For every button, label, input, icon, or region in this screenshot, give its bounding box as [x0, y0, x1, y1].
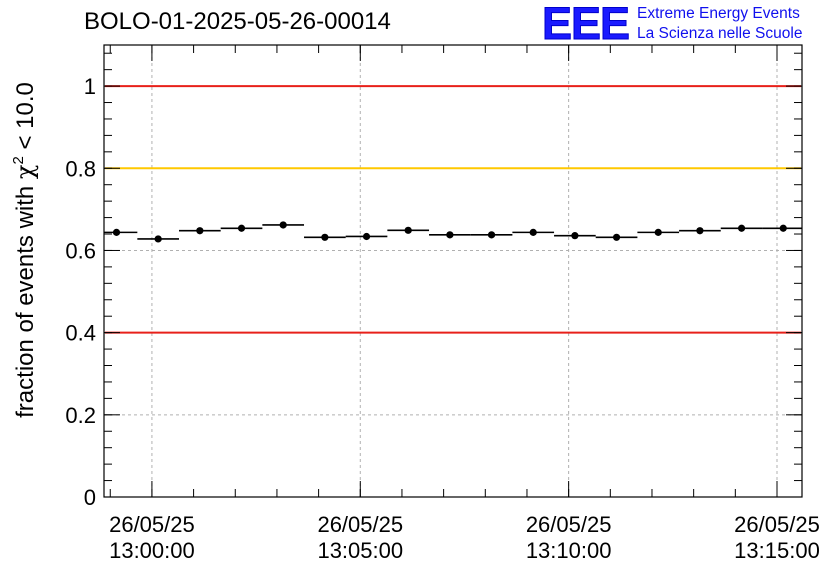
data-point — [737, 224, 746, 232]
eee-logo-mark: EEE — [541, 0, 630, 49]
grid-lines — [104, 45, 802, 497]
y-tick-label: 0.6 — [65, 238, 96, 263]
data-point — [654, 228, 662, 236]
y-axis-label-exponent: 2 — [10, 156, 27, 164]
data-point — [779, 224, 787, 232]
y-tick-label: 0.4 — [65, 321, 96, 346]
data-point — [696, 227, 704, 235]
logo-text-line1: Extreme Energy Events — [637, 5, 800, 22]
x-tick-label-date: 26/05/25 — [317, 512, 403, 537]
y-axis-label: fraction of events with χ2 < 10.0 — [10, 82, 39, 418]
y-axis-label-suffix: < 10.0 — [12, 82, 39, 156]
plot-frame — [103, 44, 803, 498]
y-tick-label: 0 — [84, 485, 96, 510]
data-point — [404, 226, 412, 234]
data-point — [571, 232, 579, 240]
data-point — [154, 235, 162, 243]
y-tick-label: 1 — [84, 74, 96, 99]
x-tick-label-time: 13:00:00 — [109, 538, 195, 563]
x-tick-label-date: 26/05/25 — [109, 512, 195, 537]
data-point — [196, 227, 204, 235]
axis-labels: 00.20.40.60.8126/05/2513:00:0026/05/2513… — [65, 74, 819, 563]
chart-title: BOLO-01-2025-05-26-00014 — [84, 8, 391, 35]
x-tick-label-date: 26/05/25 — [526, 512, 612, 537]
data-point — [612, 233, 621, 241]
y-tick-label: 0.2 — [65, 403, 96, 428]
y-axis-label-chi: χ — [11, 164, 39, 179]
y-axis-label-prefix: fraction of events with — [12, 179, 39, 418]
logo-text-line2: La Scienza nelle Scuole — [637, 25, 803, 42]
data-point — [529, 228, 537, 236]
y-tick-label: 0.8 — [65, 156, 96, 181]
reference-lines — [105, 85, 801, 334]
data-point — [446, 231, 454, 239]
x-tick-label-time: 13:10:00 — [526, 538, 612, 563]
eee-logo: EEE Extreme Energy Events La Scienza nel… — [540, 0, 836, 49]
x-tick-label-date: 26/05/25 — [734, 512, 820, 537]
axis-ticks — [104, 45, 802, 498]
data-point — [321, 233, 329, 241]
data-point — [237, 224, 246, 232]
data-point — [487, 231, 496, 239]
data-point — [112, 228, 121, 236]
data-points — [104, 221, 802, 243]
x-tick-label-time: 13:05:00 — [317, 538, 403, 563]
data-point — [279, 221, 287, 229]
x-tick-label-time: 13:15:00 — [734, 538, 820, 563]
data-point — [362, 232, 371, 241]
